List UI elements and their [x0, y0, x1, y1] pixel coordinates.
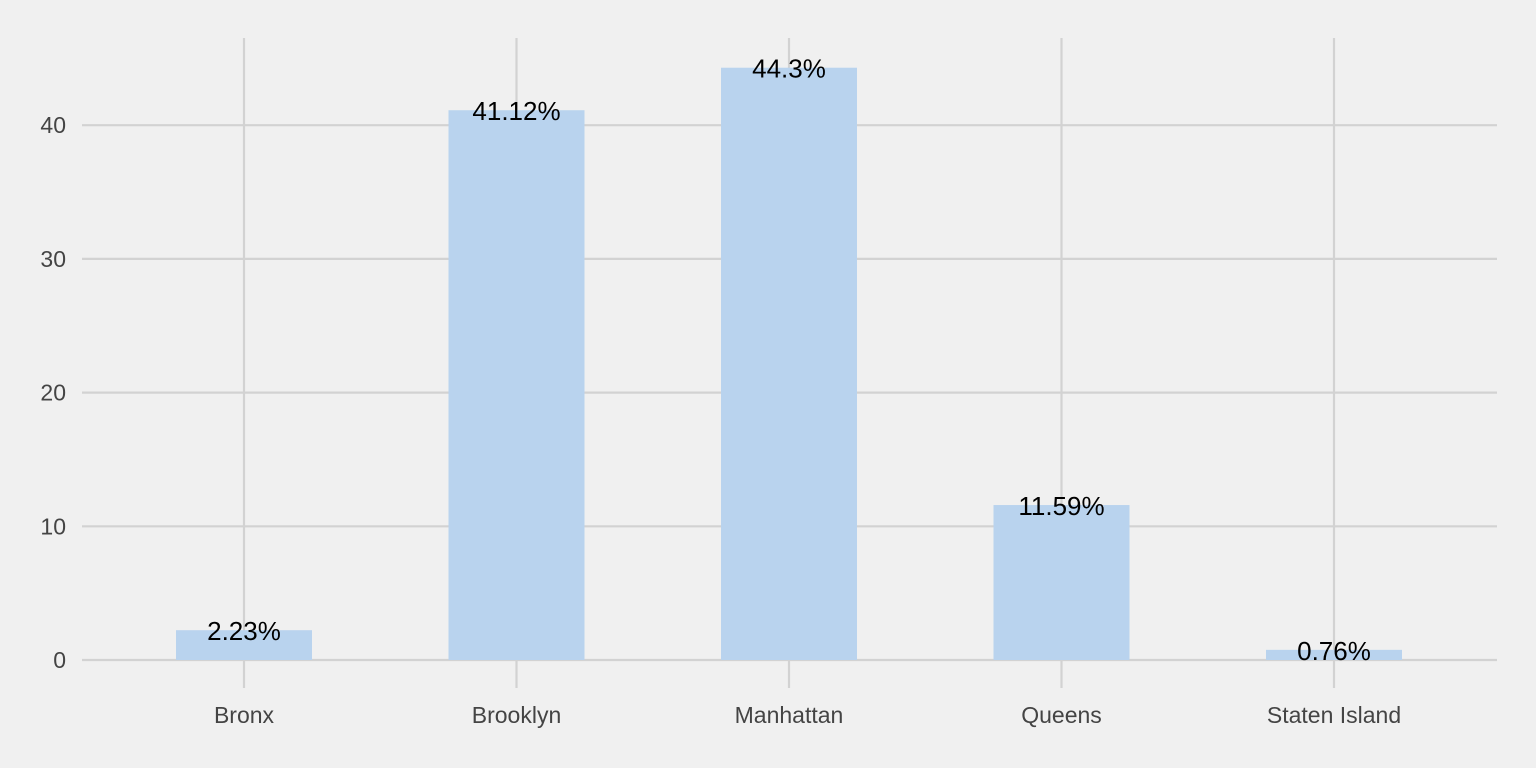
- bar: [448, 110, 585, 661]
- data-label: 2.23%: [207, 616, 281, 646]
- bar: [993, 505, 1130, 660]
- x-tick-label: Bronx: [214, 702, 275, 728]
- y-tick-label: 20: [40, 380, 66, 406]
- data-label: 11.59%: [1018, 491, 1104, 521]
- bar: [176, 630, 312, 660]
- data-label: 44.3%: [752, 54, 826, 84]
- x-tick-label: Brooklyn: [472, 702, 561, 728]
- bar: [1266, 649, 1402, 660]
- data-label-layer: 2.23% 41.12% 44.3% 11.59% 0.76%: [207, 54, 1371, 666]
- y-tick-label: 0: [53, 647, 66, 673]
- data-label: 41.12%: [472, 96, 560, 126]
- y-axis-ticks: 0 10 20 30 40: [40, 112, 66, 673]
- x-tick-label: Manhattan: [735, 702, 844, 728]
- y-tick-label: 40: [40, 112, 66, 138]
- y-tick-label: 10: [40, 513, 66, 539]
- y-tick-label: 30: [40, 246, 66, 272]
- data-label: 0.76%: [1297, 636, 1371, 666]
- x-tick-label: Staten Island: [1267, 702, 1401, 728]
- x-axis-ticks: Bronx Brooklyn Manhattan Queens Staten Islan…: [214, 702, 1401, 728]
- bar-layer: [176, 67, 1402, 661]
- x-tick-label: Queens: [1021, 702, 1102, 728]
- bar: [721, 67, 857, 661]
